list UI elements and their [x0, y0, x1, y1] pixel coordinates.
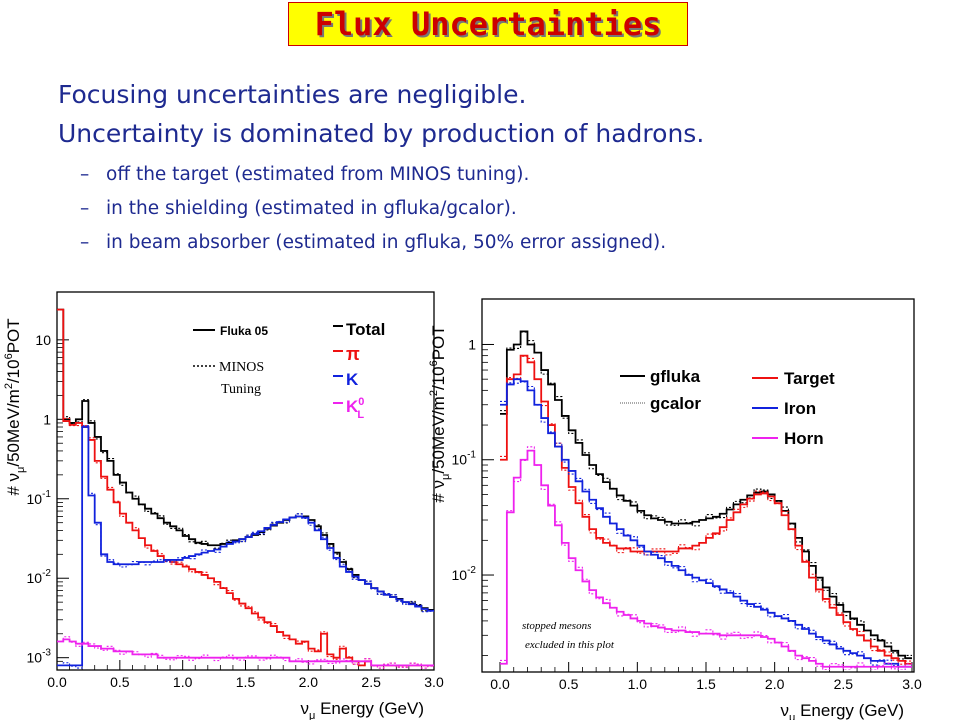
series-dotted-target: [500, 355, 912, 665]
x-tick-label: 1.0: [173, 674, 193, 690]
x-tick-label: 1.0: [628, 676, 648, 692]
legend-solid-label: Fluka 05: [220, 324, 268, 338]
legend-entry: Target: [784, 369, 835, 388]
legend-entry: K: [346, 370, 359, 389]
x-tick-label: 1.5: [696, 676, 716, 692]
dash-marker: –: [80, 198, 90, 219]
series-group: [57, 308, 434, 669]
x-tick-label: 2.5: [834, 676, 854, 692]
legend-entry: K0 L: [346, 396, 364, 421]
x-tick-label: 1.5: [236, 674, 256, 690]
series-line-total: [500, 330, 912, 660]
bullet-sub-text: off the target (estimated from MINOS tun…: [106, 164, 530, 185]
bullet-sub-3: – in beam absorber (estimated in gfluka,…: [80, 232, 667, 253]
annotation-text: excluded in this plot: [525, 639, 615, 651]
legend-solid-label: gfluka: [650, 367, 701, 386]
series-line-horn: [500, 449, 912, 668]
x-tick-label: 2.5: [361, 674, 381, 690]
x-axis-label: νμ Energy (GeV): [781, 701, 905, 720]
x-tick-label: 0.0: [47, 674, 67, 690]
series-line-target: [500, 354, 912, 665]
annotation-text: stopped mesons: [522, 620, 591, 632]
series-dotted-total: [500, 331, 912, 660]
series-dotted-iron: [500, 381, 912, 670]
y-tick-label: 10: [35, 332, 51, 348]
bullet-sub-text: in beam absorber (estimated in gfluka, 5…: [106, 232, 667, 253]
x-axis-label: νμ Energy (GeV): [301, 699, 425, 720]
y-tick-label: 10-2: [452, 565, 477, 583]
y-tick-label: 10-3: [27, 648, 52, 666]
x-tick-label: 0.5: [559, 676, 579, 692]
x-tick-label: 3.0: [424, 674, 444, 690]
y-tick-label: 1: [468, 336, 476, 352]
legend-dotted-label: MINOS: [219, 360, 264, 375]
y-axis-label: # νμ/50MeV/m2/106POT: [3, 318, 27, 495]
series-dotted-k0l: [57, 636, 434, 669]
y-tick-label: 1: [43, 411, 51, 427]
x-tick-label: 0.5: [110, 674, 130, 690]
bullet-main-2: Uncertainty is dominated by production o…: [58, 119, 705, 148]
legend-dotted-label: gcalor: [650, 394, 701, 413]
legend-entry: Total: [346, 320, 385, 339]
y-tick-label: 10-1: [452, 450, 477, 468]
bullet-sub-1: – off the target (estimated from MINOS t…: [80, 164, 530, 185]
series-dotted-k: [57, 425, 434, 669]
x-tick-label: 3.0: [902, 676, 922, 692]
title-box: Flux Uncertainties: [288, 2, 688, 46]
chart-panel-2: 0.0 0.5 1.0 1.5 2.0 2.5 3.0 1 10-1 10-2 νμ Energy …: [428, 298, 922, 720]
dash-marker: –: [80, 232, 90, 253]
y-axis-label: # νμ/50MeV/m2/106POT: [428, 325, 452, 502]
bullet-sub-text: in the shielding (estimated in gfluka/gc…: [106, 198, 517, 219]
y-tick-label: 10-1: [27, 489, 52, 507]
legend-entry: π: [346, 344, 360, 364]
dash-marker: –: [80, 164, 90, 185]
plot-frame: [481, 298, 915, 673]
legend-dotted-label: Tuning: [221, 382, 261, 397]
legend-entry: Horn: [784, 429, 824, 448]
series-group: [500, 330, 912, 670]
bullet-sub-2: – in the shielding (estimated in gfluka/…: [80, 198, 517, 219]
x-tick-label: 0.0: [490, 676, 510, 692]
x-tick-label: 2.0: [299, 674, 319, 690]
legend-entry: Iron: [784, 399, 816, 418]
bullet-main-1: Focusing uncertainties are negligible.: [58, 80, 527, 109]
slide-title: Flux Uncertainties: [314, 5, 662, 43]
x-tick-label: 2.0: [765, 676, 785, 692]
y-tick-label: 10-2: [27, 568, 52, 586]
plot-frame: [56, 291, 435, 671]
chart-panel-1: 0.0 0.5 1.0 1.5 2.0 2.5 3.0 10 1 10-1 10-2 10-3 νμ E…: [3, 291, 444, 720]
